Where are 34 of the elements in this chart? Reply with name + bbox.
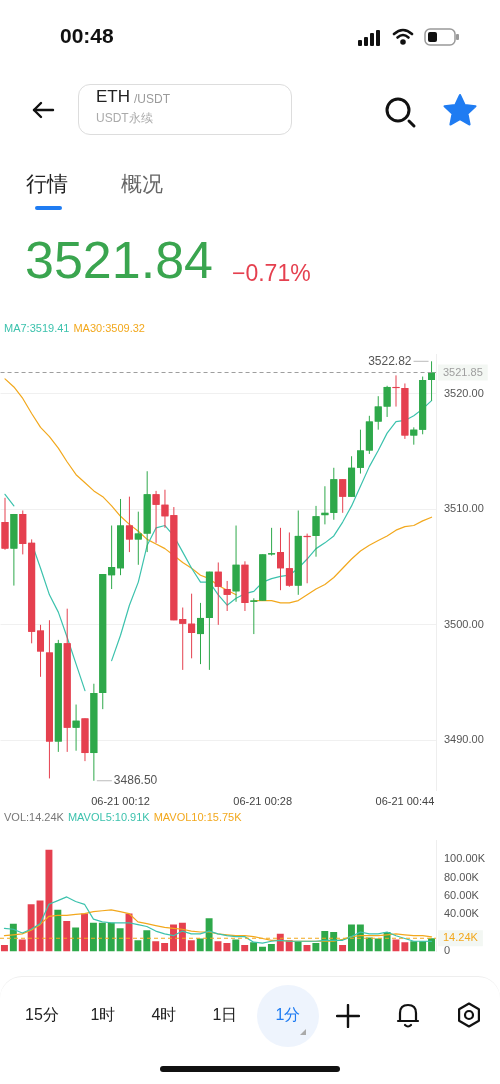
text: ETH <box>96 87 130 107</box>
y-tick-label: 80.00K <box>444 870 480 883</box>
text: −0.71% <box>232 260 311 287</box>
x-tick-label: 06-21 00:12 <box>91 794 150 807</box>
text: 1日 <box>211 1006 239 1024</box>
y-tick-label: 40.00K <box>444 907 480 920</box>
text: 4时 <box>150 1006 178 1024</box>
text: 1分 <box>274 1006 302 1024</box>
x-tick-label: 06-21 00:44 <box>375 794 435 807</box>
text: MA7:3519.41 <box>4 322 70 334</box>
y-tick-label: 0 <box>444 944 451 957</box>
ref-line-label: 14.24K <box>443 931 479 944</box>
text: 00:48 <box>60 24 114 48</box>
y-tick-label: 3520.00 <box>444 386 484 399</box>
text: 1时 <box>89 1006 117 1024</box>
text: 3521.84 <box>25 231 213 290</box>
x-tick-label: 06-21 00:28 <box>233 794 293 807</box>
text: MAVOL10:15.75K <box>153 811 242 823</box>
text: 概况 <box>121 172 163 196</box>
text: VOL:14.24K <box>4 811 64 823</box>
text: 行情 <box>26 172 68 196</box>
y-tick-label: 3500.00 <box>444 617 484 630</box>
annotation: 3486.50 <box>113 773 158 788</box>
y-tick-label: 3510.00 <box>444 502 484 515</box>
y-tick-label: 3490.00 <box>444 733 484 746</box>
annotation: 3522.82 <box>368 353 412 368</box>
y-tick-label: 60.00K <box>444 889 480 902</box>
text: MAVOL5:10.91K <box>67 811 150 823</box>
text: USDT永续 <box>96 111 153 126</box>
ref-line-label: 3521.85 <box>443 365 483 378</box>
text: 15分 <box>24 1006 60 1024</box>
text: /USDT <box>134 92 170 107</box>
text: MA30:3509.32 <box>73 322 145 334</box>
y-tick-label: 100.00K <box>444 852 486 865</box>
